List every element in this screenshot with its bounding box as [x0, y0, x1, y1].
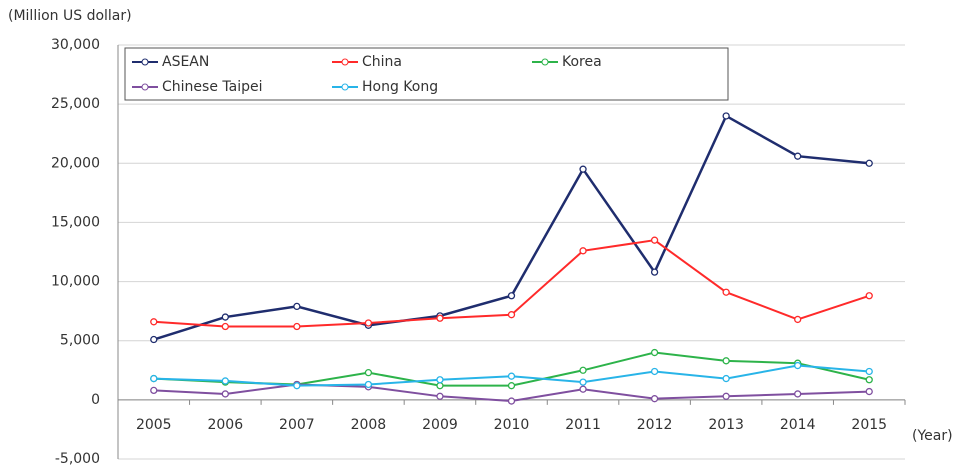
point-marker — [865, 292, 873, 300]
legend — [124, 47, 729, 101]
y-tick-label: 0 — [91, 392, 100, 408]
point-marker — [722, 288, 730, 296]
point-marker — [794, 315, 802, 324]
point-marker — [650, 367, 659, 376]
point-marker — [221, 313, 229, 321]
point-marker — [221, 390, 229, 398]
y-tick-label: 10,000 — [51, 274, 100, 290]
point-marker — [722, 374, 730, 383]
point-marker — [579, 385, 587, 393]
x-tick-label: 2012 — [637, 417, 673, 433]
y-tick-label: 15,000 — [51, 214, 100, 230]
point-marker — [436, 392, 444, 400]
legend-marker — [541, 58, 549, 66]
point-marker — [579, 165, 587, 173]
point-marker — [507, 382, 516, 390]
x-tick-label: 2010 — [494, 417, 530, 433]
point-marker — [650, 268, 659, 276]
x-tick-label: 2011 — [565, 417, 601, 433]
point-marker — [436, 376, 444, 384]
legend-marker — [341, 58, 349, 66]
point-marker — [507, 292, 516, 300]
legend-label: Chinese Taipei — [162, 79, 262, 95]
point-marker — [293, 382, 301, 390]
y-axis-label: (Million US dollar) — [8, 8, 132, 24]
point-marker — [364, 319, 373, 327]
y-tick-label: 30,000 — [51, 37, 100, 53]
legend-marker — [141, 58, 149, 66]
point-marker — [579, 378, 587, 386]
point-marker — [507, 397, 516, 405]
x-tick-label: 2005 — [136, 417, 172, 433]
x-tick-label: 2013 — [708, 417, 744, 433]
x-tick-label: 2007 — [279, 417, 315, 433]
point-marker — [364, 369, 373, 377]
point-marker — [150, 335, 158, 344]
y-tick-label: -5,000 — [55, 451, 100, 466]
point-marker — [150, 318, 158, 326]
legend-label: ASEAN — [162, 54, 209, 70]
point-marker — [507, 311, 516, 319]
point-marker — [650, 395, 659, 403]
point-marker — [293, 302, 301, 311]
point-marker — [865, 387, 873, 396]
point-marker — [221, 322, 229, 331]
point-marker — [865, 159, 873, 167]
y-tick-label: 20,000 — [51, 155, 100, 171]
y-tick-label: 5,000 — [60, 333, 100, 349]
point-marker — [865, 367, 873, 376]
point-marker — [293, 322, 301, 331]
x-tick-label: 2008 — [351, 417, 387, 433]
point-marker — [150, 386, 158, 395]
x-tick-label: 2015 — [851, 417, 887, 433]
point-marker — [722, 357, 730, 365]
x-tick-label: 2006 — [207, 417, 243, 433]
point-marker — [794, 390, 802, 398]
point-marker — [436, 382, 444, 390]
point-marker — [722, 112, 730, 120]
point-marker — [722, 392, 730, 400]
point-marker — [650, 236, 659, 244]
x-tick-label: 2014 — [780, 417, 816, 433]
legend-label: Korea — [562, 54, 602, 70]
point-marker — [221, 377, 229, 385]
point-marker — [650, 348, 659, 357]
legend-marker — [141, 83, 149, 91]
y-tick-label: 25,000 — [51, 96, 100, 112]
legend-label: Hong Kong — [362, 79, 438, 95]
legend-marker — [341, 83, 349, 91]
point-marker — [865, 376, 873, 384]
point-marker — [579, 247, 587, 255]
point-marker — [436, 314, 444, 322]
x-tick-label: 2009 — [422, 417, 458, 433]
point-marker — [150, 374, 158, 383]
point-marker — [794, 361, 802, 370]
series-line — [153, 351, 870, 387]
legend-label: China — [362, 54, 402, 70]
point-marker — [364, 380, 373, 389]
point-marker — [579, 366, 587, 374]
point-marker — [794, 152, 802, 160]
point-marker — [507, 372, 516, 380]
x-axis-label: (Year) — [912, 428, 953, 444]
